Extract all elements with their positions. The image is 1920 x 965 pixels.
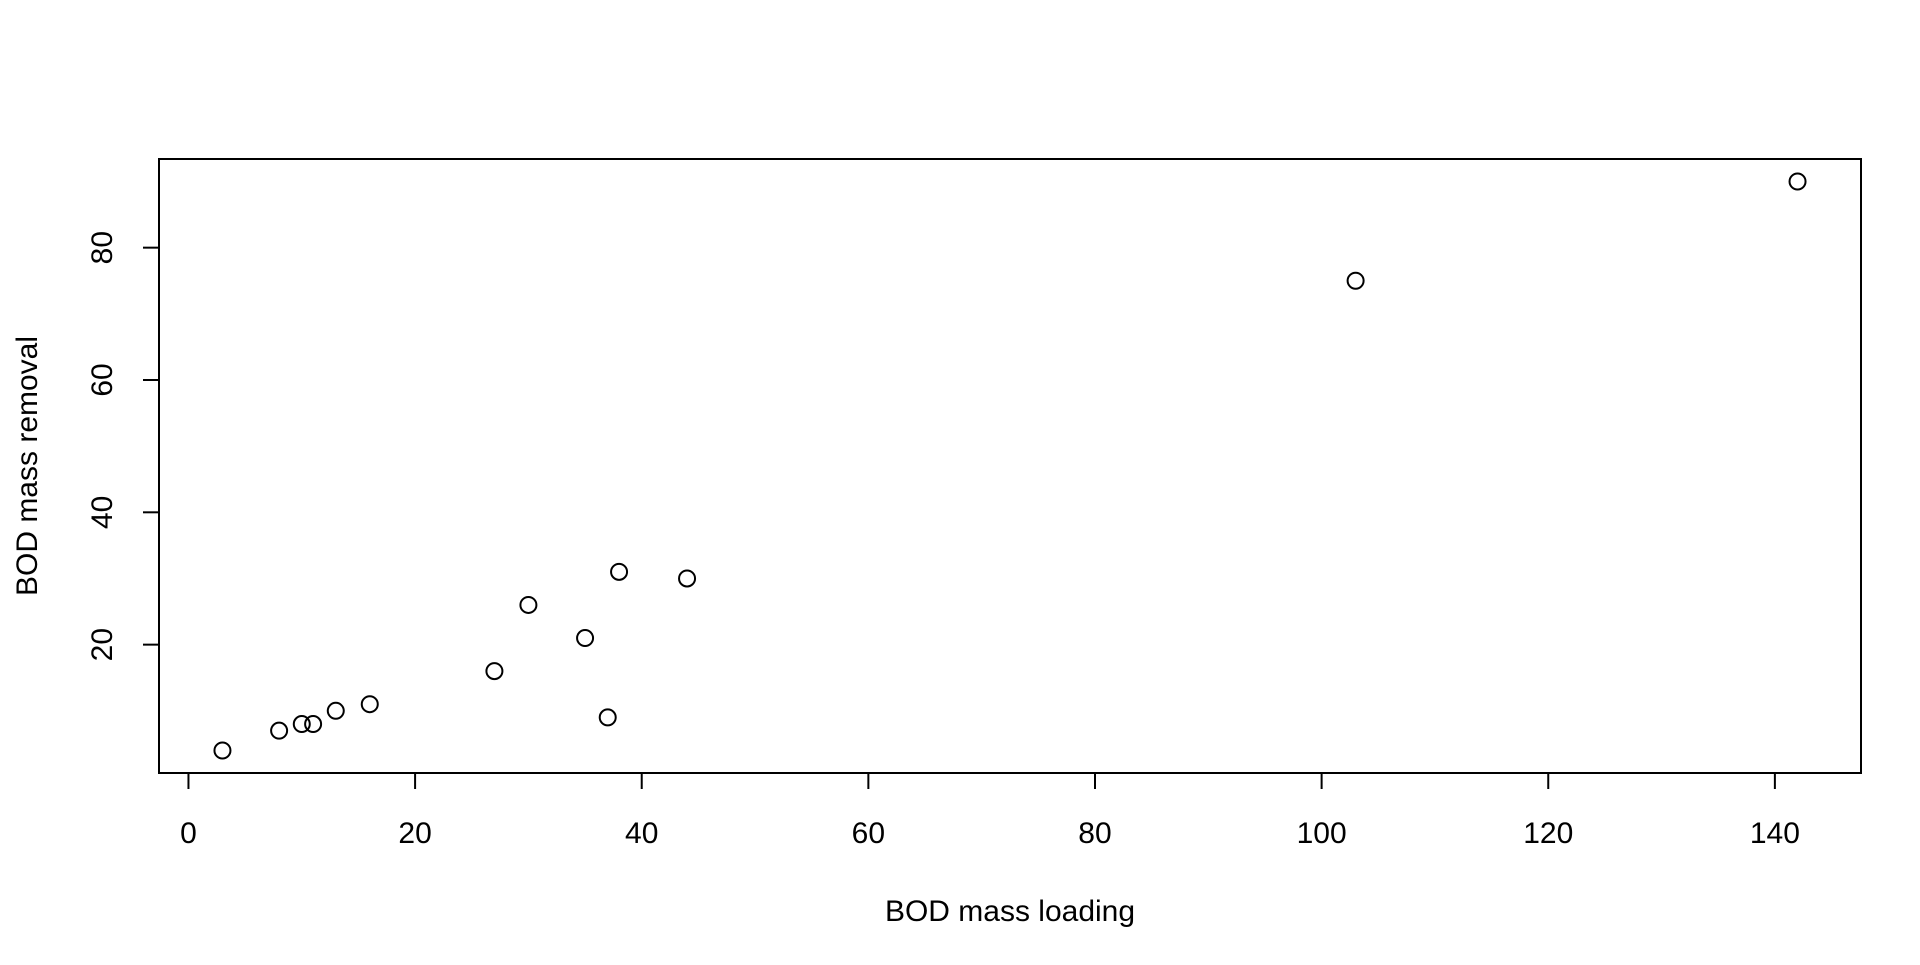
x-tick-label: 80: [1078, 817, 1111, 850]
x-tick-label: 140: [1750, 817, 1800, 850]
data-point: [519, 595, 538, 614]
x-axis: 0 20 40 60 80 100 120 140: [180, 772, 1800, 850]
data-point: [360, 695, 379, 714]
data-point: [213, 741, 232, 760]
x-tick-label: 40: [625, 817, 658, 850]
data-point: [678, 569, 697, 588]
data-point: [576, 629, 595, 648]
data-points: [213, 172, 1807, 760]
data-point: [304, 715, 323, 734]
data-point: [1788, 172, 1807, 191]
x-axis-label: BOD mass loading: [885, 895, 1135, 928]
data-point: [598, 708, 617, 727]
y-tick-label: 80: [86, 231, 119, 264]
x-tick-label: 60: [852, 817, 885, 850]
x-tick-label: 0: [180, 817, 197, 850]
x-tick-label: 100: [1297, 817, 1347, 850]
data-point: [1346, 271, 1365, 290]
data-point: [326, 701, 345, 720]
y-axis-label: BOD mass removal: [11, 336, 44, 596]
y-axis: 20 40 60 80: [86, 231, 160, 661]
x-tick-label: 20: [398, 817, 431, 850]
y-tick-label: 60: [86, 363, 119, 396]
data-point: [485, 662, 504, 681]
data-point: [610, 562, 629, 581]
y-tick-label: 20: [86, 628, 119, 661]
x-tick-label: 120: [1523, 817, 1573, 850]
plot-frame: [158, 158, 1862, 774]
data-point: [270, 721, 289, 740]
data-point: [292, 715, 311, 734]
y-tick-label: 40: [86, 496, 119, 529]
